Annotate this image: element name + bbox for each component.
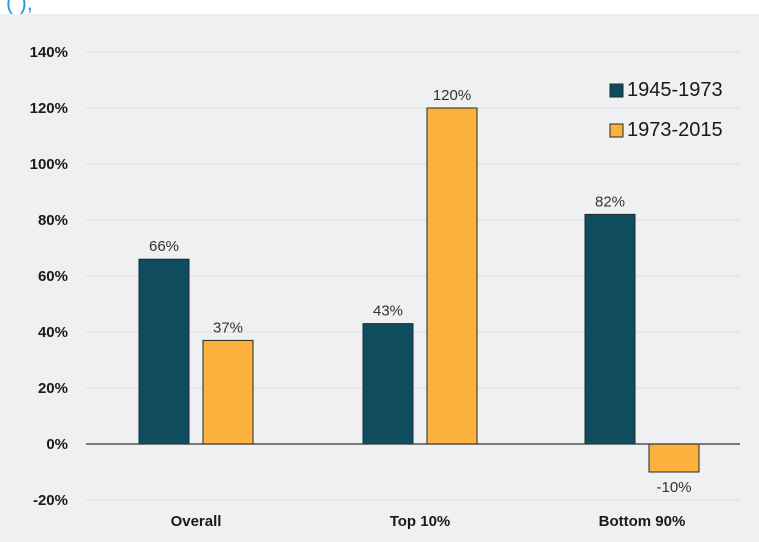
legend-label: 1973-2015	[627, 119, 723, 141]
data-label: 120%	[433, 87, 471, 104]
x-category-label: Top 10%	[390, 513, 451, 530]
x-category-label: Bottom 90%	[599, 513, 686, 530]
y-tick-label: 60%	[38, 268, 68, 285]
legend-swatch	[609, 123, 624, 138]
cropped-title: ( ),	[6, 0, 33, 15]
y-tick-label: -20%	[33, 492, 68, 509]
data-label: 66%	[149, 238, 179, 255]
bar-series1-2	[584, 213, 636, 445]
data-label: 82%	[595, 193, 625, 210]
y-tick-label: 140%	[30, 44, 68, 61]
x-category-label: Overall	[171, 513, 222, 530]
legend-label: 1945-1973	[627, 79, 723, 101]
y-tick-label: 120%	[30, 100, 68, 117]
y-tick-label: 80%	[38, 212, 68, 229]
y-tick-label: 20%	[38, 380, 68, 397]
y-tick-label: 0%	[46, 436, 68, 453]
y-tick-label: 40%	[38, 324, 68, 341]
y-tick-label: 100%	[30, 156, 68, 173]
legend-swatch	[609, 83, 624, 98]
bar-series2-0	[202, 339, 254, 445]
data-label: -10%	[656, 479, 691, 496]
bar-series1-1	[362, 323, 414, 445]
bar-series2-2	[648, 443, 700, 473]
data-label: 43%	[373, 303, 403, 320]
bar-series2-1	[426, 107, 478, 445]
data-label: 37%	[213, 319, 243, 336]
bar-series1-0	[138, 258, 190, 445]
